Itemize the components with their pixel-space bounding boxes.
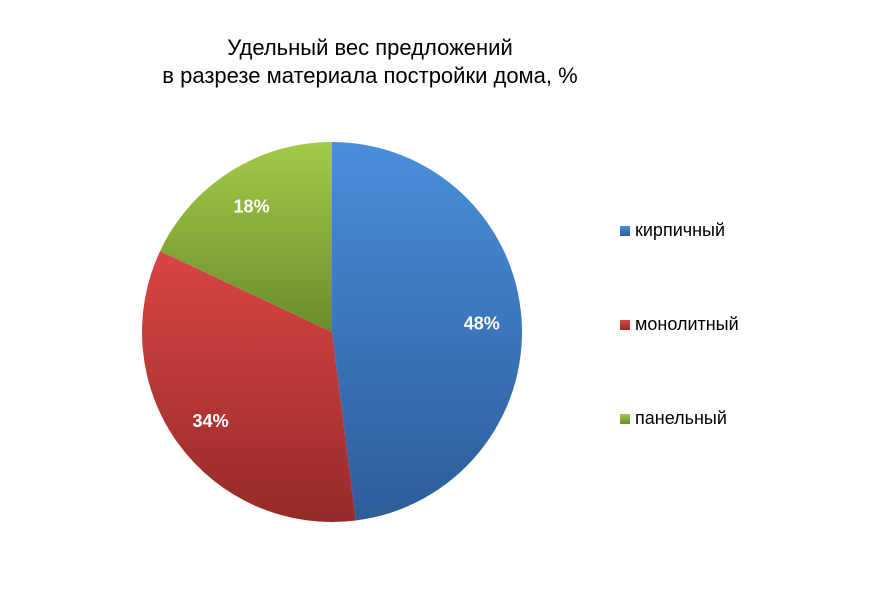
legend-item-панельный: панельный bbox=[620, 408, 727, 429]
chart-title-line-1: Удельный вес предложений bbox=[227, 35, 513, 60]
legend-label: монолитный bbox=[635, 314, 739, 334]
legend-label: кирпичный bbox=[635, 220, 726, 240]
chart-title: Удельный вес предложений в разрезе матер… bbox=[0, 34, 740, 90]
chart-title-line-2: в разрезе материала постройки дома, % bbox=[162, 63, 578, 88]
pie-slice-кирпичный bbox=[332, 142, 522, 521]
legend-swatch bbox=[620, 319, 630, 330]
legend-label: панельный bbox=[635, 408, 727, 428]
legend-item-монолитный: монолитный bbox=[620, 314, 739, 335]
pie-slice-монолитный bbox=[142, 251, 356, 522]
pie-slice-панельный bbox=[160, 142, 332, 332]
data-label-кирпичный: 48% bbox=[464, 314, 500, 334]
legend-swatch bbox=[620, 413, 630, 424]
legend-swatch bbox=[620, 225, 630, 236]
legend-item-кирпичный: кирпичный bbox=[620, 220, 725, 241]
data-label-монолитный: 34% bbox=[193, 411, 229, 431]
data-label-панельный: 18% bbox=[234, 196, 270, 216]
